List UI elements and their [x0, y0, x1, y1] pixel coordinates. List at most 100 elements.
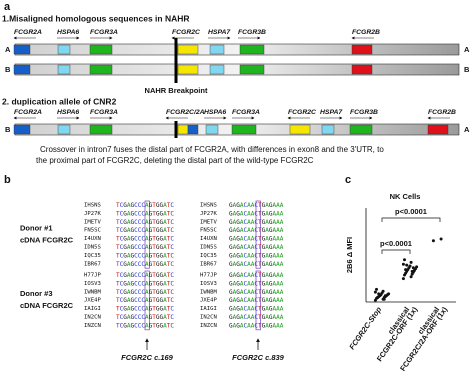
gene-box	[89, 64, 113, 75]
data-point	[381, 289, 385, 293]
clone-id: IAIGI	[84, 306, 101, 312]
clone-id: IN2CN	[200, 315, 217, 321]
allele-label: A	[464, 45, 470, 54]
sequence: GAGACAACTGAGAAA	[229, 252, 284, 259]
data-point	[404, 268, 408, 272]
gene-label: FCGR2A	[14, 109, 42, 116]
clone-id: IN2CN	[84, 315, 101, 321]
clone-id: I4UXN	[84, 236, 101, 242]
sequence: TCGAGCCCAGTGGATC	[116, 314, 174, 321]
gene-label: FCGR3A	[90, 29, 118, 36]
sequence: GAGACAACTGAGAAA	[229, 260, 284, 267]
clone-id: H77JP	[84, 273, 101, 279]
sequence: GAGACAACTGAGAAA	[229, 244, 284, 251]
chromosome-bar	[14, 43, 460, 56]
significance-bracket	[381, 249, 411, 254]
clone-id: H77JP	[200, 273, 217, 279]
sequence: GAGACAACTGAGAAA	[229, 305, 284, 312]
gene-box	[177, 44, 199, 55]
clone-id: FN5SC	[84, 228, 101, 234]
data-point	[405, 263, 409, 267]
highlight-column	[144, 200, 150, 269]
clone-id: IBR67	[200, 261, 217, 267]
allele-label: B	[5, 125, 11, 134]
data-point	[439, 237, 443, 241]
highlight-column	[255, 200, 261, 269]
clone-id: JP27K	[200, 211, 217, 217]
gene-box	[13, 64, 31, 75]
gene-box	[351, 64, 373, 75]
clone-id: IOSV3	[200, 281, 217, 287]
data-point	[401, 277, 405, 281]
gene-box	[209, 64, 225, 75]
gene-label: FCGR3A	[90, 109, 118, 116]
data-point	[382, 297, 386, 301]
data-point	[431, 239, 435, 243]
highlight-column	[144, 270, 150, 331]
sequence: GAGACAACTGAGAAA	[229, 218, 284, 225]
gene-label: HSPA6	[204, 109, 226, 116]
panel-label: b	[4, 174, 11, 186]
gene-label: FCGR2C	[172, 29, 200, 36]
sequence: TCGAGCCCAGTGGATC	[116, 260, 174, 267]
gene-label: HSPA7	[208, 29, 231, 36]
chart-title: NK Cells	[390, 192, 421, 201]
data-point	[377, 292, 381, 296]
sequence: TCGAGCCCAGTGGATC	[116, 272, 174, 279]
gene-box	[57, 44, 71, 55]
data-point	[375, 287, 378, 291]
highlight-column	[255, 270, 261, 331]
data-point	[373, 290, 377, 294]
gene-box	[57, 64, 71, 75]
clone-id: IWNBM	[200, 289, 217, 295]
gene-label: FCGR2C	[288, 109, 316, 116]
data-point	[415, 265, 419, 269]
data-point	[376, 296, 380, 299]
gene-box	[239, 44, 265, 55]
clone-id: IDN5S	[84, 245, 101, 251]
sequence: TCGAGCCCAGTGGATC	[116, 280, 174, 287]
breakpoint-label: NAHR Breakpoint	[145, 86, 208, 95]
data-point	[387, 292, 391, 296]
clone-id: I4UXN	[200, 236, 217, 242]
gene-box	[209, 44, 225, 55]
sequence: TCGAGCCCAGTGGATC	[116, 202, 174, 209]
section-title: 1.Misaligned homologous sequences in NAH…	[2, 13, 190, 23]
gene-box	[13, 44, 31, 55]
allele-label: B	[464, 65, 470, 74]
gene-box	[351, 44, 373, 55]
gene-label: FCGR3B	[350, 109, 378, 116]
data-point	[410, 269, 414, 273]
sequence: TCGAGCCCAGTGGATC	[116, 210, 174, 217]
marker-label: FCGR2C c.169	[121, 353, 174, 362]
clone-id: IMETV	[84, 219, 101, 225]
panel-label: a	[4, 1, 11, 13]
sequence: TCGAGCCCAGTGGATC	[116, 227, 174, 234]
gene-label: FCGR2A	[14, 29, 42, 36]
clone-id: IAIGI	[200, 306, 217, 312]
clone-id: IQC35	[84, 253, 101, 259]
data-point	[401, 262, 405, 266]
gene-label: FCGR2B	[352, 29, 380, 36]
gene-box	[321, 124, 335, 135]
sequence: GAGACAACTGAGAAA	[229, 297, 284, 304]
clone-id: IBR67	[84, 261, 101, 267]
sequence: GAGACAACTGAGAAA	[229, 322, 284, 329]
gene-label: HSPA7	[320, 109, 343, 116]
caption: Crossover in intron7 fuses the distal pa…	[40, 145, 384, 154]
y-axis-label: 2B6 Δ MFI	[345, 237, 354, 273]
chromosome-bar	[14, 63, 460, 76]
gene-box	[427, 124, 449, 135]
data-point	[408, 264, 412, 268]
data-point	[409, 260, 413, 264]
clone-id: IWNBM	[84, 289, 101, 295]
gene-label: FCGR3A	[232, 109, 260, 116]
clone-id: INZCN	[200, 323, 217, 329]
data-point	[403, 258, 406, 262]
gene-label: HSPA6	[57, 109, 79, 116]
gene-label: FCGR3B	[238, 29, 266, 36]
x-tick-label: FCGR2C-Stop	[347, 305, 383, 351]
clone-id: JP27K	[84, 211, 101, 217]
clone-id: IDN5S	[200, 245, 217, 251]
